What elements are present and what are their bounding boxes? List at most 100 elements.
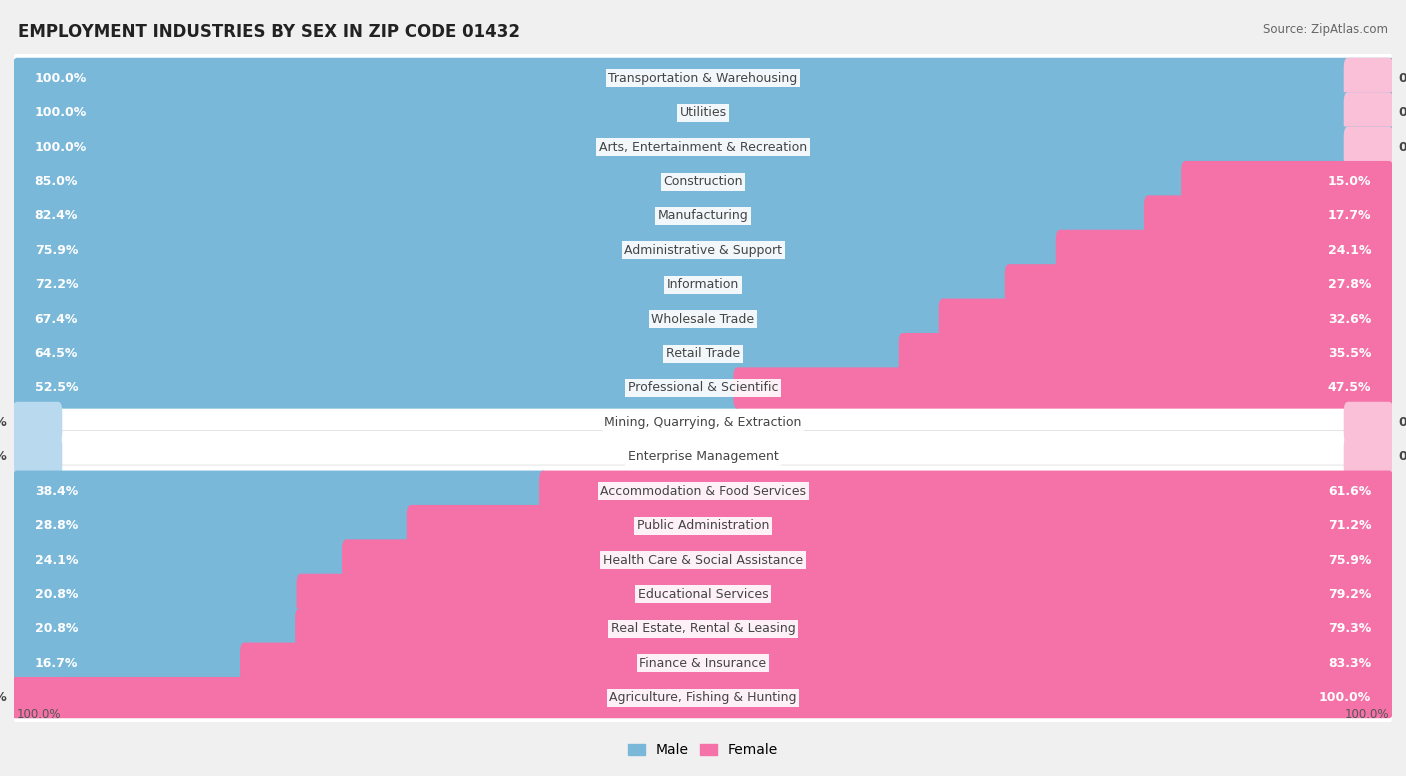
Text: Wholesale Trade: Wholesale Trade: [651, 313, 755, 326]
Text: 79.2%: 79.2%: [1327, 588, 1371, 601]
FancyBboxPatch shape: [13, 500, 1393, 552]
Text: 35.5%: 35.5%: [1327, 347, 1371, 360]
FancyBboxPatch shape: [13, 87, 1393, 139]
FancyBboxPatch shape: [13, 258, 1393, 311]
FancyBboxPatch shape: [13, 224, 1393, 276]
Text: 27.8%: 27.8%: [1327, 279, 1371, 291]
FancyBboxPatch shape: [1344, 126, 1393, 168]
Text: 71.2%: 71.2%: [1327, 519, 1371, 532]
Text: 100.0%: 100.0%: [35, 106, 87, 120]
Text: Transportation & Warehousing: Transportation & Warehousing: [609, 72, 797, 85]
Text: 64.5%: 64.5%: [35, 347, 79, 360]
Text: Information: Information: [666, 279, 740, 291]
Text: 24.1%: 24.1%: [35, 553, 79, 566]
FancyBboxPatch shape: [1344, 57, 1393, 99]
FancyBboxPatch shape: [13, 161, 1189, 203]
FancyBboxPatch shape: [406, 505, 1393, 546]
FancyBboxPatch shape: [13, 539, 350, 580]
Text: Arts, Entertainment & Recreation: Arts, Entertainment & Recreation: [599, 140, 807, 154]
Text: 17.7%: 17.7%: [1327, 210, 1371, 223]
Text: 28.8%: 28.8%: [35, 519, 77, 532]
Text: 0.0%: 0.0%: [0, 691, 7, 704]
FancyBboxPatch shape: [13, 155, 1393, 208]
Text: Manufacturing: Manufacturing: [658, 210, 748, 223]
Text: 100.0%: 100.0%: [1319, 691, 1371, 704]
FancyBboxPatch shape: [13, 52, 1393, 105]
Text: 83.3%: 83.3%: [1329, 656, 1371, 670]
Text: 32.6%: 32.6%: [1329, 313, 1371, 326]
FancyBboxPatch shape: [13, 568, 1393, 621]
Text: 100.0%: 100.0%: [35, 140, 87, 154]
Text: EMPLOYMENT INDUSTRIES BY SEX IN ZIP CODE 01432: EMPLOYMENT INDUSTRIES BY SEX IN ZIP CODE…: [18, 23, 520, 41]
Text: 72.2%: 72.2%: [35, 279, 79, 291]
FancyBboxPatch shape: [13, 436, 62, 477]
FancyBboxPatch shape: [1344, 402, 1393, 443]
Text: 0.0%: 0.0%: [1399, 106, 1406, 120]
FancyBboxPatch shape: [240, 643, 1393, 684]
Text: Finance & Insurance: Finance & Insurance: [640, 656, 766, 670]
Text: 0.0%: 0.0%: [1399, 416, 1406, 429]
FancyBboxPatch shape: [13, 397, 1393, 449]
Text: 85.0%: 85.0%: [35, 175, 79, 188]
FancyBboxPatch shape: [13, 603, 1393, 655]
Text: Health Care & Social Assistance: Health Care & Social Assistance: [603, 553, 803, 566]
Text: 52.5%: 52.5%: [35, 382, 79, 394]
Text: Administrative & Support: Administrative & Support: [624, 244, 782, 257]
Text: 67.4%: 67.4%: [35, 313, 79, 326]
Text: Utilities: Utilities: [679, 106, 727, 120]
Text: 0.0%: 0.0%: [1399, 72, 1406, 85]
Text: Agriculture, Fishing & Hunting: Agriculture, Fishing & Hunting: [609, 691, 797, 704]
FancyBboxPatch shape: [295, 608, 1393, 650]
FancyBboxPatch shape: [13, 402, 62, 443]
Text: 100.0%: 100.0%: [1344, 708, 1389, 721]
FancyBboxPatch shape: [13, 534, 1393, 586]
Text: 0.0%: 0.0%: [0, 450, 7, 463]
FancyBboxPatch shape: [13, 431, 1393, 483]
FancyBboxPatch shape: [13, 264, 1014, 306]
Text: 61.6%: 61.6%: [1329, 485, 1371, 497]
FancyBboxPatch shape: [13, 190, 1393, 242]
FancyBboxPatch shape: [1344, 436, 1393, 477]
Text: Accommodation & Food Services: Accommodation & Food Services: [600, 485, 806, 497]
FancyBboxPatch shape: [13, 121, 1393, 173]
FancyBboxPatch shape: [10, 677, 1393, 719]
Text: 79.3%: 79.3%: [1329, 622, 1371, 636]
FancyBboxPatch shape: [13, 671, 1393, 724]
FancyBboxPatch shape: [13, 196, 1153, 237]
FancyBboxPatch shape: [13, 230, 1064, 271]
FancyBboxPatch shape: [13, 362, 1393, 414]
Text: 100.0%: 100.0%: [17, 708, 62, 721]
Text: 20.8%: 20.8%: [35, 622, 79, 636]
FancyBboxPatch shape: [1144, 196, 1393, 237]
FancyBboxPatch shape: [13, 299, 946, 340]
FancyBboxPatch shape: [13, 677, 62, 719]
FancyBboxPatch shape: [939, 299, 1393, 340]
Text: 38.4%: 38.4%: [35, 485, 77, 497]
Text: 82.4%: 82.4%: [35, 210, 79, 223]
Text: Enterprise Management: Enterprise Management: [627, 450, 779, 463]
FancyBboxPatch shape: [13, 465, 1393, 518]
Text: 0.0%: 0.0%: [1399, 140, 1406, 154]
FancyBboxPatch shape: [734, 367, 1393, 409]
Text: Source: ZipAtlas.com: Source: ZipAtlas.com: [1263, 23, 1388, 36]
FancyBboxPatch shape: [13, 573, 305, 615]
Text: Public Administration: Public Administration: [637, 519, 769, 532]
FancyBboxPatch shape: [13, 57, 1396, 99]
FancyBboxPatch shape: [1181, 161, 1393, 203]
Text: 16.7%: 16.7%: [35, 656, 79, 670]
Text: 47.5%: 47.5%: [1327, 382, 1371, 394]
FancyBboxPatch shape: [13, 126, 1396, 168]
FancyBboxPatch shape: [13, 637, 1393, 689]
FancyBboxPatch shape: [898, 333, 1393, 374]
Text: Real Estate, Rental & Leasing: Real Estate, Rental & Leasing: [610, 622, 796, 636]
Legend: Male, Female: Male, Female: [623, 738, 783, 763]
Text: 15.0%: 15.0%: [1327, 175, 1371, 188]
Text: 20.8%: 20.8%: [35, 588, 79, 601]
FancyBboxPatch shape: [342, 539, 1393, 580]
Text: Mining, Quarrying, & Extraction: Mining, Quarrying, & Extraction: [605, 416, 801, 429]
FancyBboxPatch shape: [1056, 230, 1393, 271]
Text: 0.0%: 0.0%: [0, 416, 7, 429]
Text: 24.1%: 24.1%: [1327, 244, 1371, 257]
FancyBboxPatch shape: [13, 643, 249, 684]
FancyBboxPatch shape: [13, 505, 415, 546]
